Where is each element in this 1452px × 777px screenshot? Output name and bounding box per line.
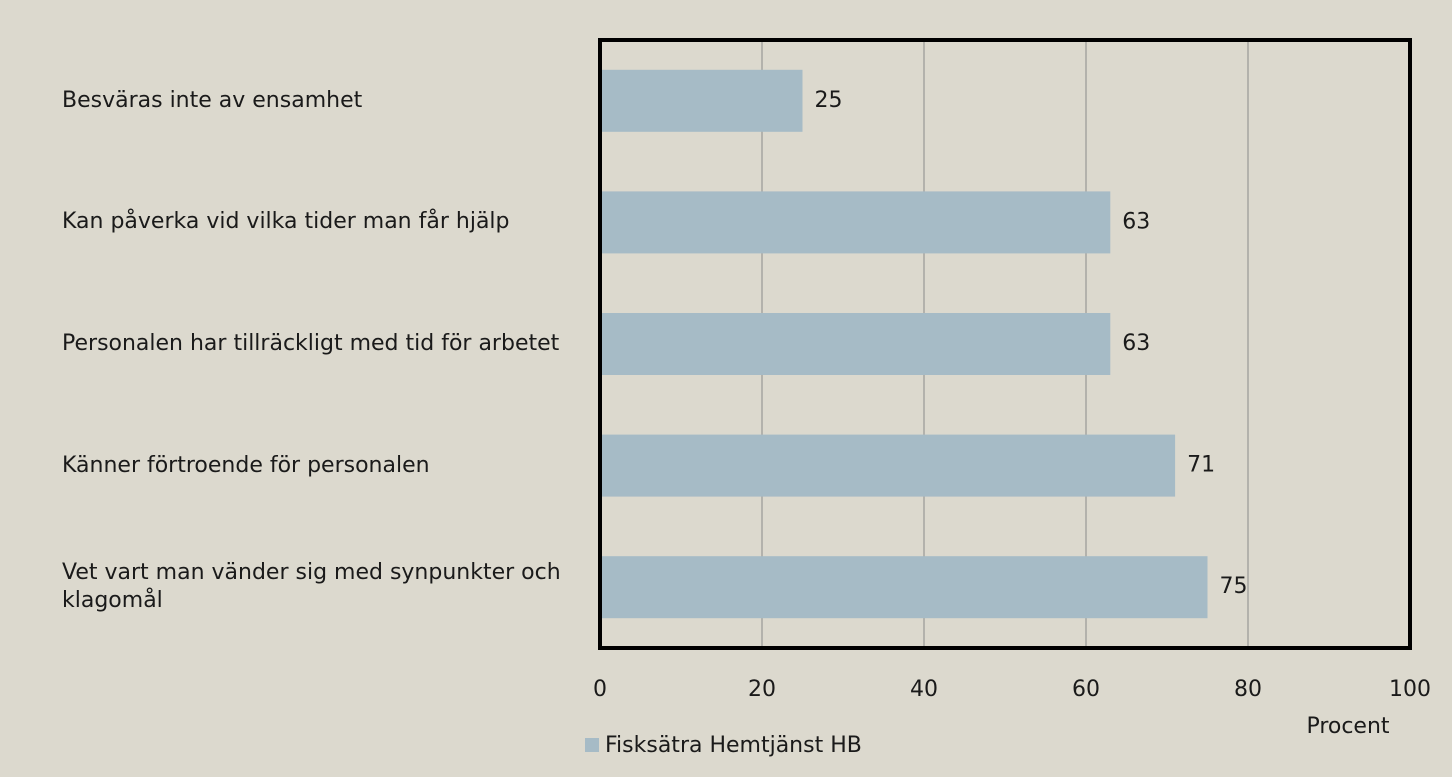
x-tick-label: 20 [748,677,776,702]
data-label: 71 [1187,453,1215,478]
data-label: 75 [1220,574,1248,599]
y-tick-label: Vet vart man vänder sig med synpunkter o… [62,560,561,614]
x-tick-label: 60 [1072,677,1100,702]
x-tick-label: 0 [593,677,607,702]
x-axis-label: Procent [1306,714,1389,739]
plot-border [598,38,1412,650]
data-label: 63 [1122,331,1150,356]
legend-swatch [585,738,599,752]
bar [600,313,1111,375]
data-label: 63 [1122,209,1150,234]
bar [600,69,803,132]
legend-label: Fisksätra Hemtjänst HB [605,733,862,758]
y-tick-label: Personalen har tillräckligt med tid för … [62,331,560,356]
bar [600,434,1176,497]
data-label: 25 [815,88,843,113]
x-tick-label: 100 [1389,677,1431,702]
x-tick-label: 40 [910,677,938,702]
x-tick-label: 80 [1234,677,1262,702]
y-tick-label: Kan påverka vid vilka tider man får hjäl… [62,209,510,235]
bar [600,556,1208,619]
bar [600,191,1111,254]
y-tick-label: Besväras inte av ensamhet [62,87,363,113]
y-tick-label: Känner förtroende för personalen [62,452,430,478]
